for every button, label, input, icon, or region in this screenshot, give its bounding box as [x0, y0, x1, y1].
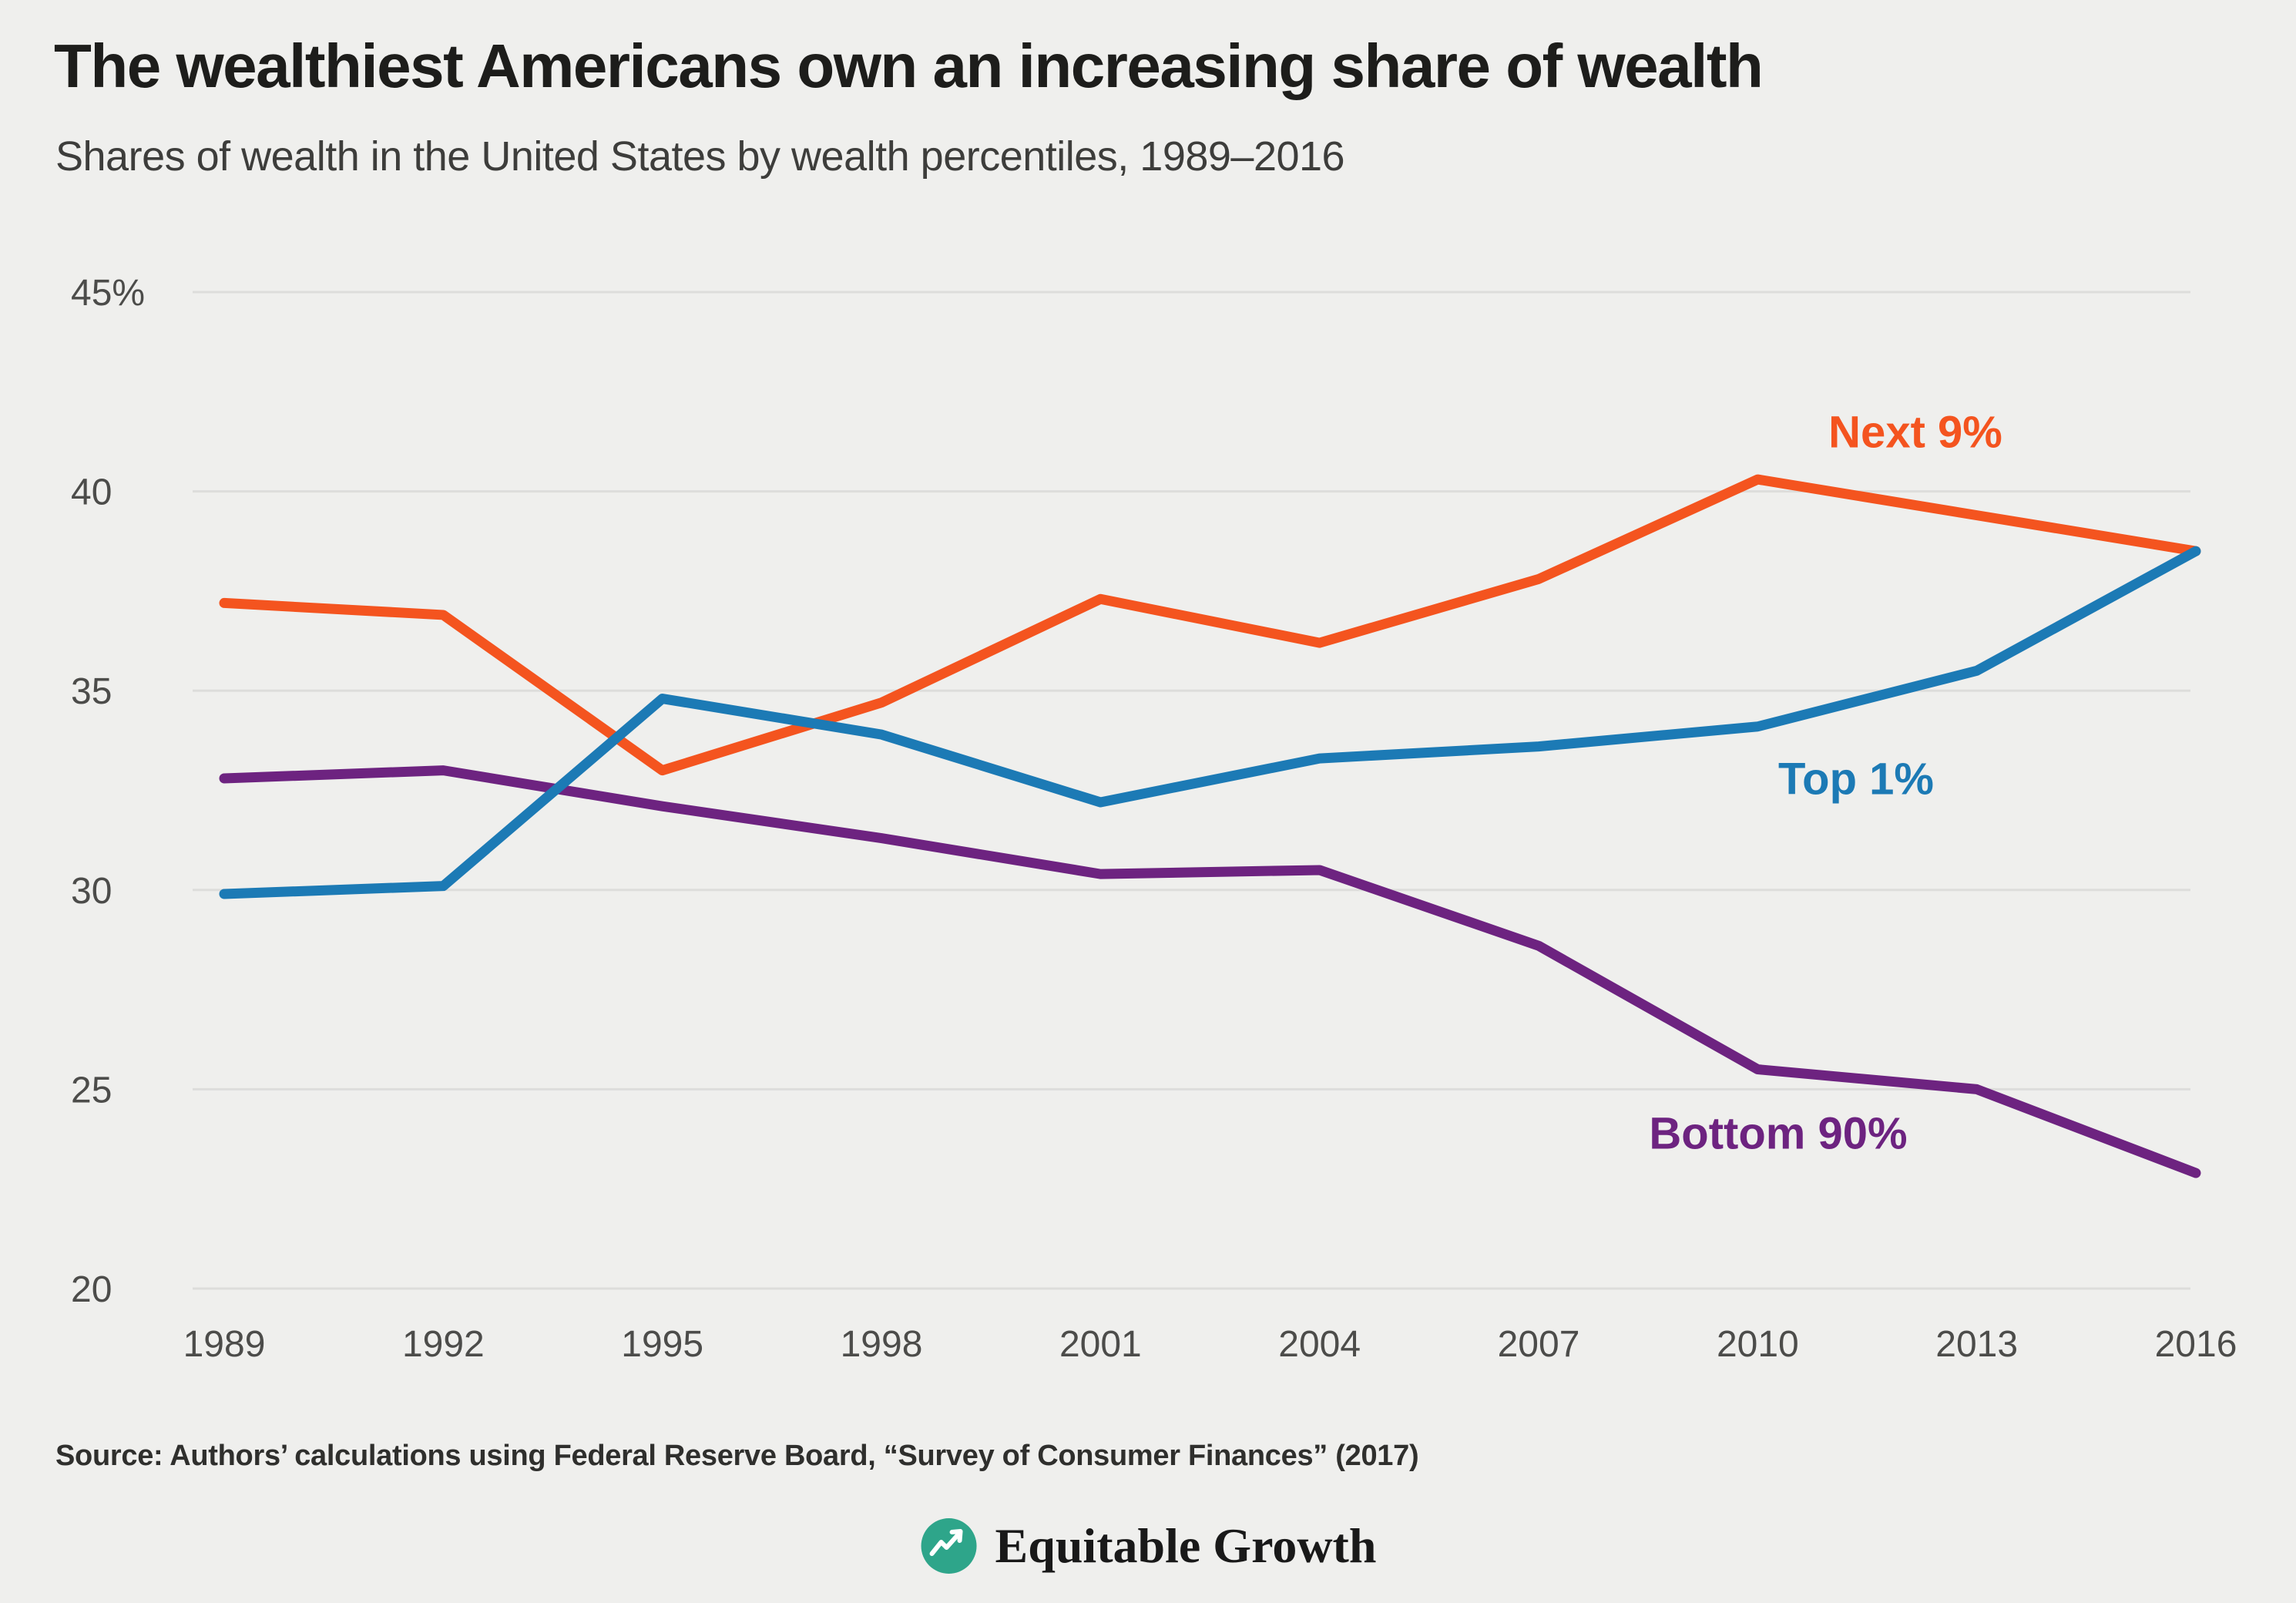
svg-text:1992: 1992: [402, 1324, 485, 1365]
chart-subtitle: Shares of wealth in the United States by…: [55, 133, 1345, 180]
series-label-bottom-90: Bottom 90%: [1649, 1108, 1908, 1159]
svg-text:1995: 1995: [621, 1324, 703, 1365]
svg-text:30: 30: [71, 871, 112, 912]
svg-text:45%: 45%: [71, 273, 145, 314]
source-note: Source: Authors’ calculations using Fede…: [55, 1440, 1419, 1472]
growth-chart-icon: [921, 1518, 977, 1574]
svg-text:1998: 1998: [841, 1324, 923, 1365]
svg-text:2007: 2007: [1498, 1324, 1580, 1365]
svg-text:35: 35: [71, 671, 112, 712]
series-label-next-9: Next 9%: [1828, 407, 2002, 458]
svg-text:2004: 2004: [1278, 1324, 1361, 1365]
svg-text:1989: 1989: [183, 1324, 266, 1365]
svg-text:40: 40: [71, 472, 112, 513]
chart-title: The wealthiest Americans own an increasi…: [54, 32, 1764, 100]
svg-text:2010: 2010: [1717, 1324, 1799, 1365]
svg-text:2001: 2001: [1059, 1324, 1142, 1365]
svg-text:2016: 2016: [2155, 1324, 2237, 1365]
logo-text: Equitable Growth: [995, 1518, 1377, 1573]
equitable-growth-logo: Equitable Growth: [920, 1517, 1377, 1575]
svg-text:2013: 2013: [1935, 1324, 2018, 1365]
series-label-top-1: Top 1%: [1778, 754, 1934, 805]
svg-text:25: 25: [71, 1070, 112, 1111]
svg-text:20: 20: [71, 1269, 112, 1310]
